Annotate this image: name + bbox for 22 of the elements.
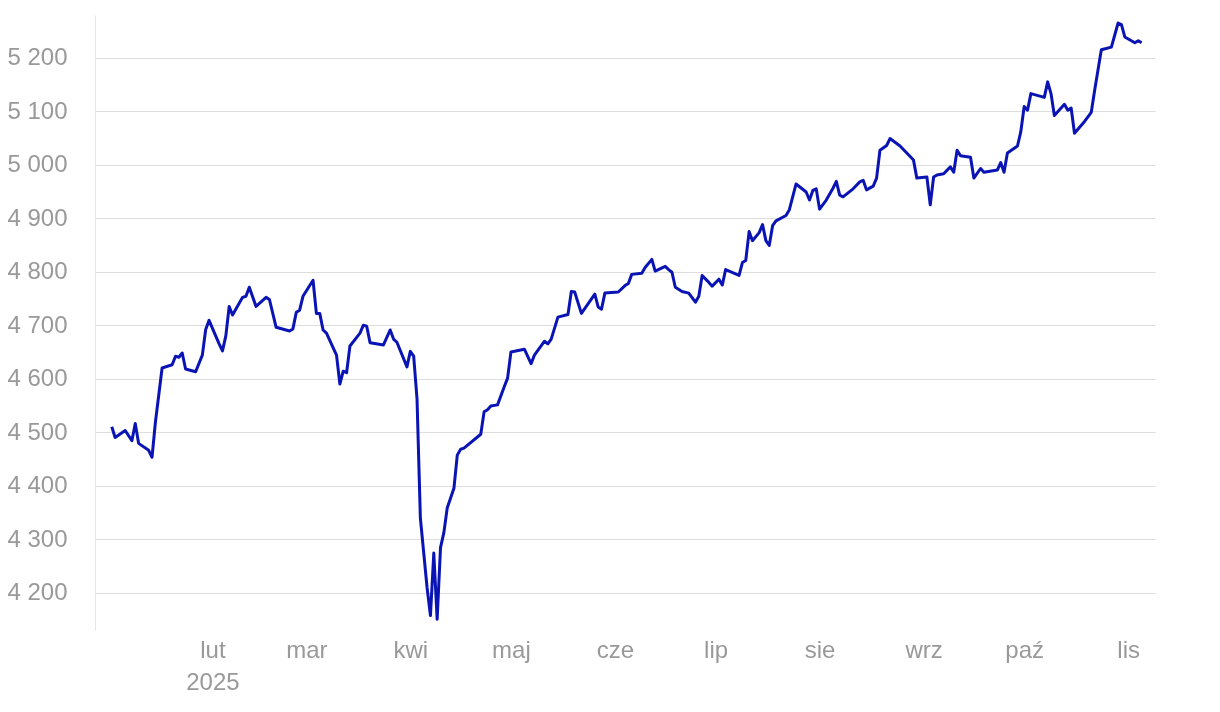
x-tick-label: wrz [904, 635, 943, 663]
y-tick-label: 5 000 [7, 150, 68, 178]
y-tick-label: 5 200 [7, 43, 68, 71]
x-tick-label: lis [1117, 635, 1140, 663]
x-tick-label: sie [804, 635, 836, 663]
y-tick-label: 4 700 [7, 310, 68, 338]
x-tick-label: maj [492, 635, 531, 663]
y-tick-label: 5 100 [7, 96, 68, 124]
y-tick-label: 4 800 [7, 257, 68, 285]
x-tick-label: lut 2025 [186, 635, 240, 695]
x-tick-label: mar [286, 635, 328, 663]
x-tick-label: lip [704, 635, 729, 663]
y-tick-label: 4 500 [7, 417, 68, 445]
y-tick-label: 4 900 [7, 203, 68, 231]
y-tick-label: 4 400 [7, 471, 68, 499]
y-tick-label: 4 600 [7, 364, 68, 392]
line-series [110, 21, 1144, 621]
x-tick-label: cze [596, 635, 635, 663]
x-tick-label: kwi [393, 635, 429, 663]
y-tick-label: 4 300 [7, 524, 68, 552]
x-tick-label: paź [1005, 635, 1045, 663]
y-tick-label: 4 200 [7, 578, 68, 606]
